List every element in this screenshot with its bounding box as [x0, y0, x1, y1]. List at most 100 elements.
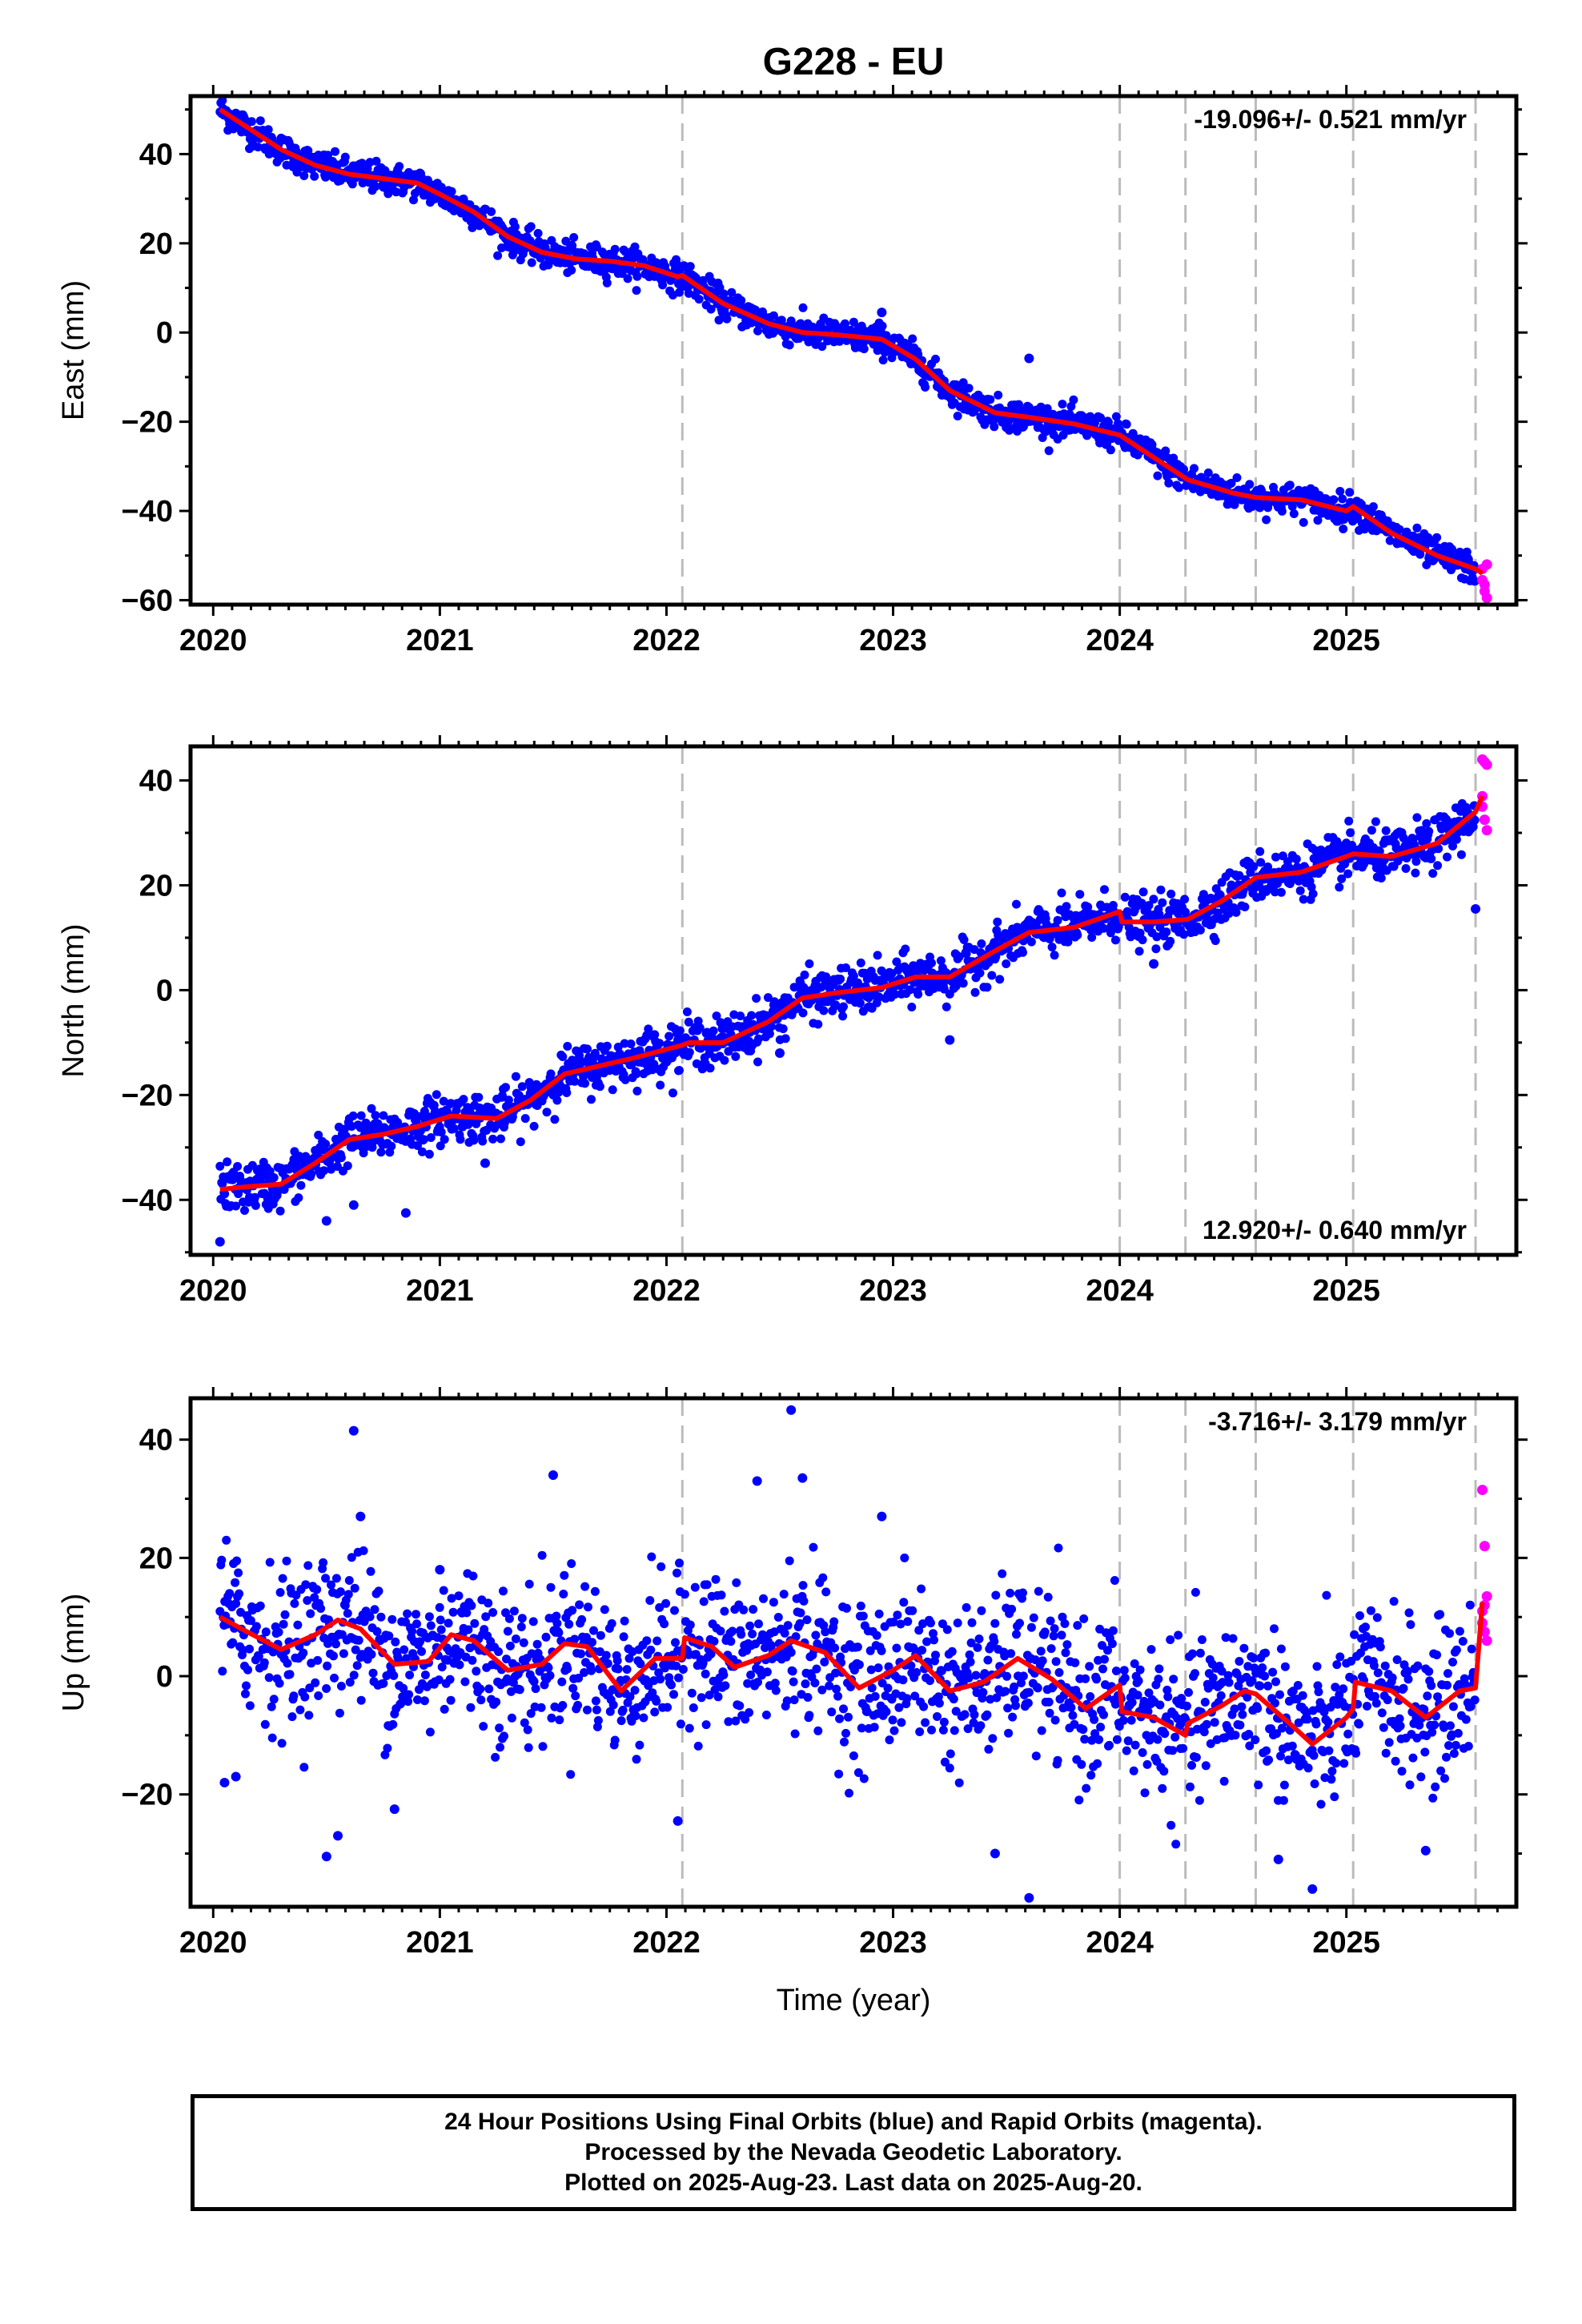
data-point [312, 1585, 322, 1594]
data-point [639, 1713, 648, 1723]
data-point [990, 1637, 999, 1647]
data-point [275, 1206, 285, 1216]
data-point [293, 1620, 303, 1630]
data-point [847, 327, 856, 336]
data-point [1006, 1649, 1016, 1659]
data-point [684, 1017, 693, 1027]
data-point [836, 975, 845, 983]
data-point [432, 1090, 441, 1100]
data-point [296, 1180, 306, 1190]
data-point [805, 1711, 814, 1720]
data-point [693, 1741, 703, 1751]
data-point [743, 1679, 753, 1688]
x-tick-label: 2022 [632, 1274, 701, 1308]
data-point [1319, 1707, 1329, 1717]
data-point [737, 296, 746, 305]
data-point [409, 195, 418, 205]
data-point [1154, 1675, 1163, 1684]
data-point [1303, 1763, 1313, 1773]
data-point [897, 1718, 906, 1727]
data-point [496, 1134, 505, 1144]
data-point [368, 1668, 378, 1678]
data-point [576, 1649, 586, 1659]
data-point [711, 1574, 721, 1584]
data-point [223, 1157, 232, 1167]
x-tick-label: 2022 [632, 624, 701, 657]
data-point [370, 1605, 379, 1614]
data-point [1077, 1759, 1086, 1769]
data-point [919, 1702, 929, 1711]
data-point [1024, 1687, 1034, 1697]
data-point [798, 1581, 808, 1590]
data-point [1011, 1701, 1020, 1711]
final-orbit-points [215, 1405, 1480, 1903]
data-point [578, 1057, 588, 1067]
data-point [1264, 1755, 1274, 1765]
data-point [636, 1659, 645, 1669]
data-point [1086, 1771, 1096, 1780]
data-point [1107, 1639, 1117, 1648]
data-point [1339, 1759, 1349, 1768]
y-tick-label: 40 [139, 765, 173, 798]
data-point [1006, 1588, 1015, 1598]
data-point [937, 1666, 946, 1675]
data-point [1235, 1720, 1245, 1730]
data-point [741, 1715, 750, 1724]
x-tick-label: 2021 [406, 1274, 474, 1308]
data-point [495, 1723, 504, 1733]
data-point [841, 963, 850, 972]
data-point [1235, 870, 1244, 880]
data-point [1231, 907, 1241, 917]
data-point [656, 1562, 666, 1571]
plot-area [215, 96, 1492, 605]
data-point [724, 1047, 733, 1056]
data-point [387, 1614, 397, 1624]
data-point [1040, 1627, 1050, 1637]
data-point [716, 1626, 725, 1636]
data-point [669, 1690, 678, 1699]
data-point [1270, 1624, 1279, 1634]
data-point [899, 1598, 909, 1607]
x-tick-label: 2025 [1312, 624, 1380, 657]
data-point [321, 1216, 331, 1226]
data-point [632, 1069, 641, 1079]
data-point [720, 1606, 729, 1616]
rapid-point [1479, 579, 1490, 590]
data-point [930, 1635, 938, 1645]
data-point [701, 1720, 711, 1730]
data-point [592, 1705, 601, 1715]
data-point [1221, 1633, 1231, 1642]
data-point [1199, 1727, 1209, 1737]
data-point [559, 1590, 568, 1598]
data-point [622, 1665, 632, 1675]
data-point [714, 316, 724, 325]
data-point [343, 1590, 353, 1599]
data-point [1138, 1748, 1147, 1757]
data-point [1164, 478, 1174, 488]
data-point [642, 1636, 652, 1646]
data-point [1024, 353, 1034, 364]
data-point [1326, 1703, 1335, 1712]
data-point [946, 1749, 955, 1759]
data-point [306, 1609, 315, 1618]
data-point [1110, 935, 1120, 945]
data-point [831, 1668, 841, 1678]
data-point [573, 1700, 583, 1710]
data-point [327, 1580, 335, 1590]
data-point [436, 1615, 445, 1625]
data-point [1118, 1715, 1128, 1725]
data-point [1130, 1740, 1140, 1750]
data-point [552, 1618, 562, 1628]
data-point [1452, 834, 1461, 844]
data-point [921, 383, 930, 392]
data-point [830, 319, 840, 328]
data-point [314, 1691, 323, 1700]
y-axis-label: East (mm) [57, 280, 90, 420]
data-point [969, 1718, 978, 1727]
data-point [670, 1606, 679, 1615]
data-point [517, 1614, 527, 1623]
data-point [527, 258, 536, 267]
data-point [1263, 1681, 1273, 1691]
data-point [1171, 1839, 1181, 1849]
data-point [753, 326, 762, 336]
